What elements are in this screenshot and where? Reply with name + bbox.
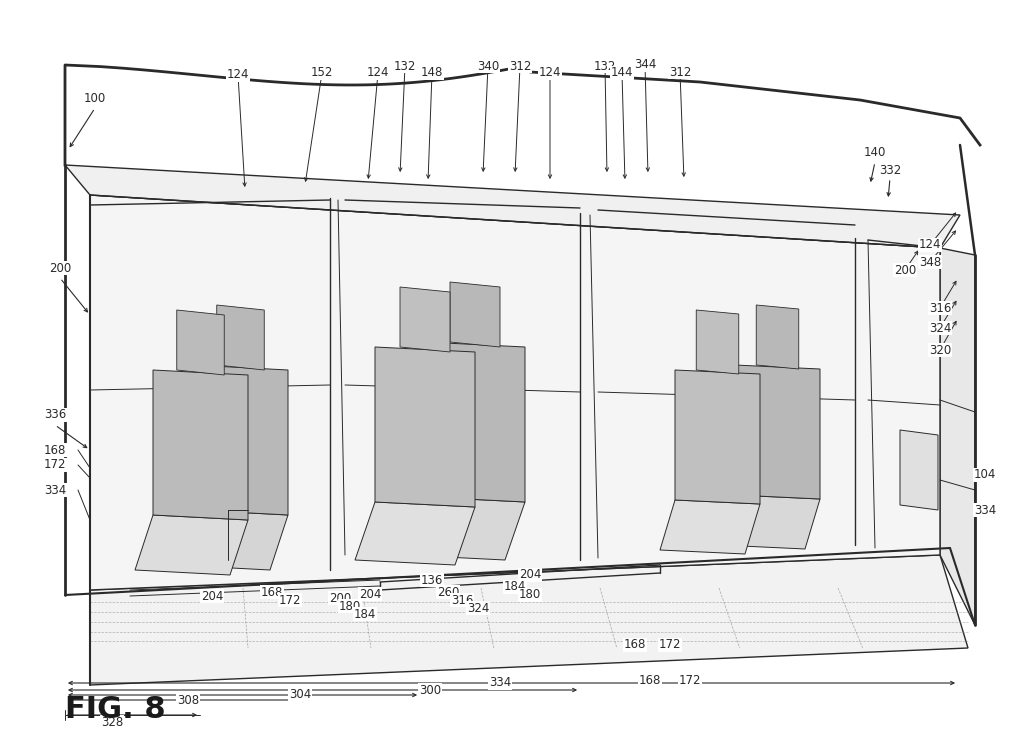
Polygon shape [450, 282, 500, 347]
Polygon shape [675, 370, 760, 504]
Text: 204: 204 [358, 588, 381, 600]
Polygon shape [175, 510, 288, 570]
Text: 334: 334 [44, 484, 67, 496]
Polygon shape [735, 365, 820, 499]
Polygon shape [193, 365, 288, 515]
Polygon shape [355, 502, 475, 565]
Text: 184: 184 [354, 607, 376, 621]
Text: 132: 132 [394, 60, 416, 72]
Polygon shape [400, 287, 450, 352]
Text: 140: 140 [864, 145, 886, 159]
Polygon shape [135, 515, 248, 575]
Text: 100: 100 [84, 92, 106, 104]
Polygon shape [940, 248, 975, 625]
Text: 144: 144 [610, 66, 633, 80]
Text: 180: 180 [339, 600, 361, 612]
Text: 200: 200 [329, 592, 351, 604]
Text: 172: 172 [679, 673, 701, 686]
Text: 180: 180 [519, 589, 541, 601]
Text: 124: 124 [367, 66, 389, 80]
Text: 308: 308 [177, 694, 199, 706]
Text: 204: 204 [519, 568, 542, 582]
Text: 148: 148 [421, 66, 443, 80]
Polygon shape [177, 310, 224, 375]
Text: 168: 168 [44, 443, 67, 457]
Text: 168: 168 [624, 638, 646, 651]
Text: 168: 168 [261, 586, 284, 598]
Polygon shape [425, 342, 525, 502]
Text: 312: 312 [669, 66, 691, 78]
Text: 184: 184 [504, 580, 526, 594]
Text: 348: 348 [919, 256, 941, 268]
Polygon shape [65, 165, 961, 248]
Text: 320: 320 [929, 343, 951, 357]
Text: 168: 168 [639, 673, 662, 686]
Polygon shape [660, 500, 760, 554]
Text: 136: 136 [421, 574, 443, 586]
Text: FIG. 8: FIG. 8 [65, 696, 166, 724]
Text: 200: 200 [49, 261, 71, 274]
Polygon shape [90, 195, 940, 590]
Text: 324: 324 [467, 601, 489, 615]
Text: 334: 334 [974, 504, 996, 516]
Text: 124: 124 [919, 238, 941, 252]
Text: 260: 260 [437, 586, 459, 598]
Polygon shape [406, 497, 525, 560]
Text: 334: 334 [488, 676, 511, 690]
Polygon shape [900, 430, 938, 510]
Text: 104: 104 [974, 469, 996, 481]
Text: 328: 328 [101, 715, 123, 729]
Text: 172: 172 [44, 458, 67, 472]
Text: 312: 312 [509, 60, 531, 72]
Text: 316: 316 [451, 594, 473, 606]
Text: 304: 304 [289, 688, 311, 702]
Polygon shape [720, 495, 820, 549]
Text: 132: 132 [594, 60, 616, 72]
Text: 124: 124 [539, 66, 561, 80]
Text: 204: 204 [201, 589, 223, 603]
Text: 336: 336 [44, 408, 67, 422]
Polygon shape [757, 305, 799, 369]
Text: 124: 124 [226, 69, 249, 81]
Text: 344: 344 [634, 59, 656, 72]
Polygon shape [90, 555, 968, 685]
Polygon shape [696, 310, 738, 374]
Text: 340: 340 [477, 60, 499, 72]
Text: 300: 300 [419, 683, 441, 697]
Polygon shape [375, 347, 475, 507]
Text: 200: 200 [894, 264, 916, 276]
Text: 316: 316 [929, 302, 951, 314]
Text: 172: 172 [279, 594, 301, 606]
Polygon shape [217, 305, 264, 370]
Text: 172: 172 [658, 638, 681, 651]
Text: 152: 152 [311, 66, 333, 80]
Text: 332: 332 [879, 163, 901, 177]
Text: 324: 324 [929, 322, 951, 335]
Polygon shape [153, 370, 248, 520]
